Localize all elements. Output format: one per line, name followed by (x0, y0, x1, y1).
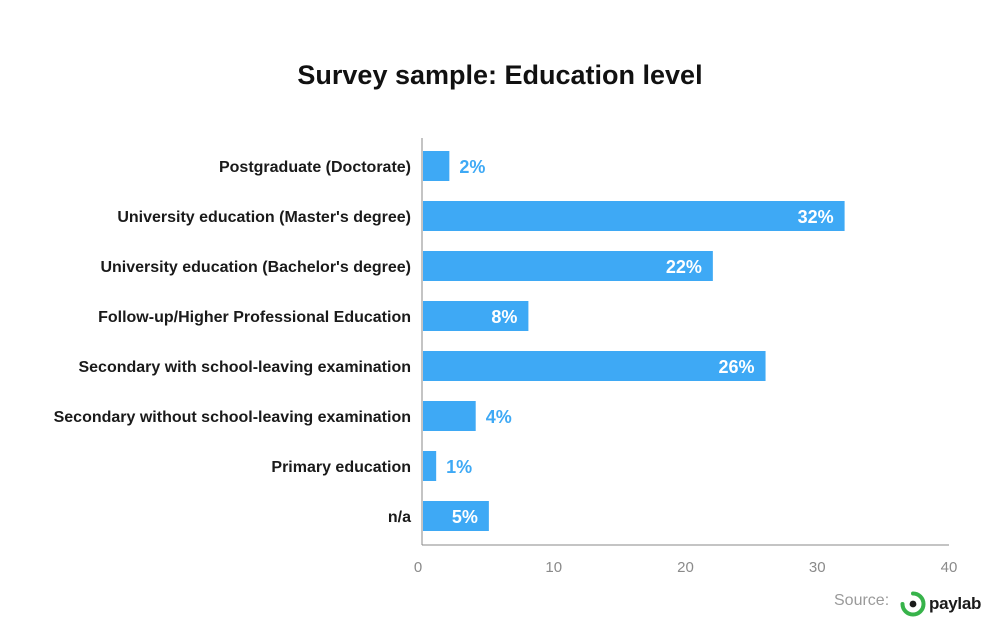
category-label: n/a (388, 509, 411, 526)
bar (423, 301, 529, 331)
bar (423, 451, 437, 481)
category-label: University education (Master's degree) (117, 209, 411, 226)
data-label: 22% (666, 257, 702, 277)
data-label: 1% (446, 457, 472, 477)
paylab-logo-text: paylab (929, 594, 982, 613)
x-tick-label: 0 (414, 559, 422, 576)
bar (423, 201, 845, 231)
category-label: University education (Bachelor's degree) (100, 259, 411, 276)
category-label: Postgraduate (Doctorate) (219, 159, 411, 176)
data-label: 32% (798, 207, 834, 227)
category-label: Primary education (271, 459, 411, 476)
data-label: 2% (459, 157, 485, 177)
paylab-logo[interactable]: paylab (900, 589, 981, 619)
x-tick-label: 10 (545, 559, 562, 576)
source-label: Source: (834, 592, 890, 609)
bar (423, 501, 489, 531)
chart-title: Survey sample: Education level (297, 60, 703, 90)
bar (423, 351, 766, 381)
x-tick-label: 30 (809, 559, 826, 576)
category-label: Secondary without school-leaving examina… (54, 409, 411, 426)
x-tick-label: 40 (941, 559, 958, 576)
category-label: Secondary with school-leaving examinatio… (78, 359, 411, 376)
x-tick-label: 20 (677, 559, 694, 576)
bar (423, 251, 713, 281)
paylab-logo-icon (900, 591, 926, 617)
category-label: Follow-up/Higher Professional Education (98, 309, 411, 326)
bar (423, 151, 450, 181)
bar (423, 401, 476, 431)
data-label: 8% (491, 307, 517, 327)
data-label: 5% (452, 507, 478, 527)
data-label: 4% (486, 407, 512, 427)
data-label: 26% (719, 357, 755, 377)
